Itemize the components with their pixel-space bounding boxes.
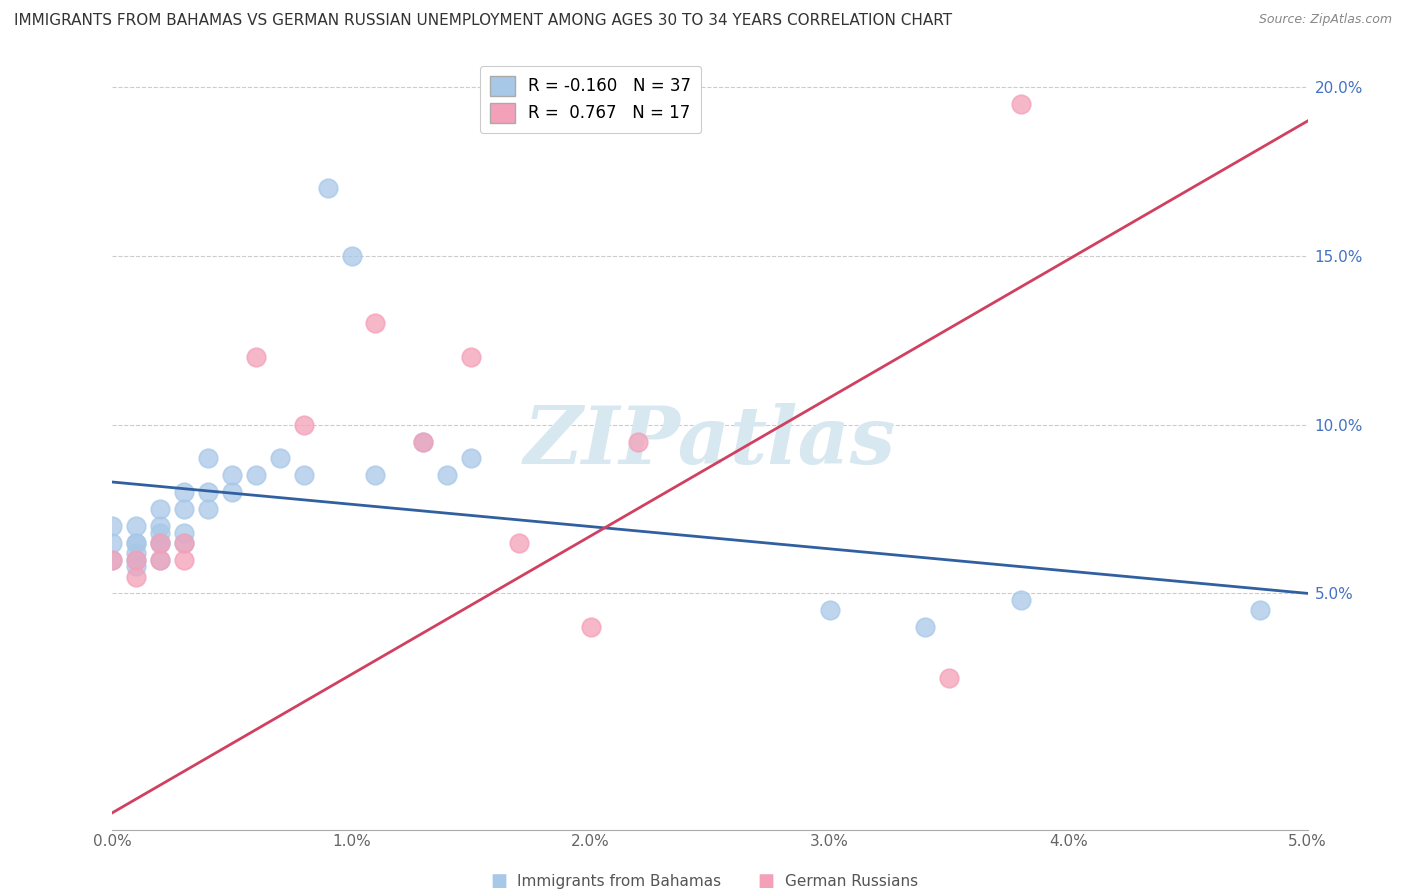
Point [1249, 603, 1271, 617]
Text: ■: ■ [758, 872, 775, 890]
Point [173, 535, 195, 549]
Point [149, 552, 172, 566]
Point [221, 468, 243, 483]
Text: Source: ZipAtlas.com: Source: ZipAtlas.com [1258, 13, 1392, 27]
Point [412, 434, 434, 449]
Point [316, 181, 339, 195]
Point [149, 525, 172, 540]
Point [818, 603, 841, 617]
Point [101, 519, 124, 533]
Point [460, 451, 482, 466]
Legend: R = -0.160   N = 37, R =  0.767   N = 17: R = -0.160 N = 37, R = 0.767 N = 17 [479, 66, 702, 133]
Point [1010, 97, 1032, 112]
Text: Immigrants from Bahamas: Immigrants from Bahamas [517, 874, 721, 888]
Point [269, 451, 291, 466]
Point [364, 468, 387, 483]
Point [412, 434, 434, 449]
Point [125, 559, 148, 574]
Point [125, 535, 148, 549]
Point [149, 519, 172, 533]
Point [173, 535, 195, 549]
Point [245, 468, 267, 483]
Point [173, 502, 195, 516]
Point [125, 552, 148, 566]
Point [1010, 593, 1032, 607]
Text: German Russians: German Russians [785, 874, 918, 888]
Point [221, 485, 243, 500]
Point [627, 434, 650, 449]
Point [292, 417, 315, 432]
Point [508, 535, 530, 549]
Point [460, 350, 482, 364]
Point [197, 502, 219, 516]
Text: ■: ■ [491, 872, 508, 890]
Point [364, 317, 387, 331]
Text: IMMIGRANTS FROM BAHAMAS VS GERMAN RUSSIAN UNEMPLOYMENT AMONG AGES 30 TO 34 YEARS: IMMIGRANTS FROM BAHAMAS VS GERMAN RUSSIA… [14, 13, 952, 29]
Point [340, 249, 363, 263]
Point [149, 535, 172, 549]
Point [149, 502, 172, 516]
Point [938, 671, 960, 685]
Point [101, 552, 124, 566]
Point [125, 535, 148, 549]
Point [914, 620, 936, 634]
Point [245, 350, 267, 364]
Point [125, 546, 148, 560]
Point [149, 535, 172, 549]
Point [292, 468, 315, 483]
Text: ZIPatlas: ZIPatlas [524, 403, 896, 480]
Point [101, 552, 124, 566]
Point [436, 468, 458, 483]
Point [197, 485, 219, 500]
Point [579, 620, 602, 634]
Point [101, 535, 124, 549]
Point [125, 519, 148, 533]
Point [197, 451, 219, 466]
Point [173, 552, 195, 566]
Point [173, 485, 195, 500]
Point [149, 552, 172, 566]
Point [125, 552, 148, 566]
Point [149, 535, 172, 549]
Point [173, 525, 195, 540]
Point [125, 569, 148, 583]
